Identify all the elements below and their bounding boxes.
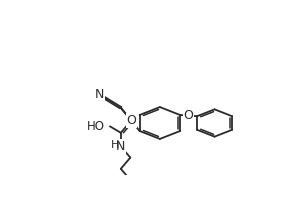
Text: O: O xyxy=(184,109,194,122)
Text: O: O xyxy=(126,114,136,127)
Text: HO: HO xyxy=(86,120,104,133)
Text: N: N xyxy=(94,88,104,101)
Text: N: N xyxy=(116,140,126,153)
Text: H: H xyxy=(110,140,119,150)
